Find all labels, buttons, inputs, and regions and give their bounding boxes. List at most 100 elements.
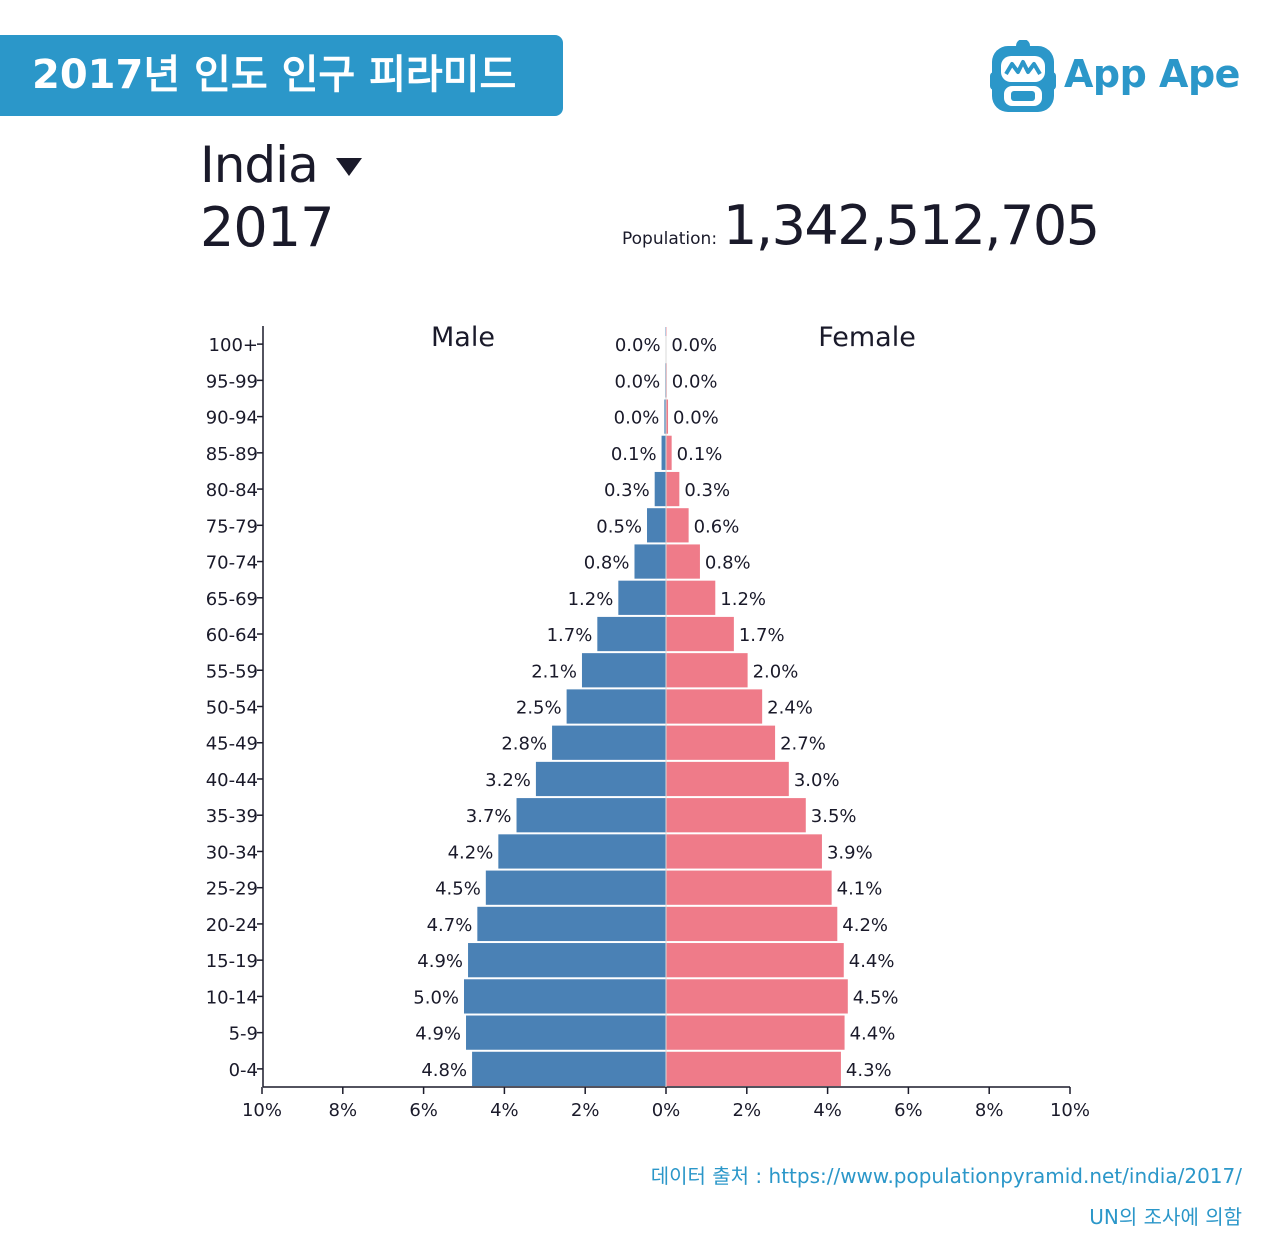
female-bar	[666, 435, 672, 470]
legend-female: Female	[818, 322, 916, 353]
male-value-label: 4.5%	[435, 879, 481, 900]
male-value-label: 1.7%	[547, 625, 593, 646]
male-value-label: 3.2%	[485, 770, 531, 791]
male-value-label: 4.2%	[448, 842, 494, 863]
age-group-label: 90-94	[206, 408, 258, 429]
male-bar	[566, 689, 666, 724]
male-bar	[634, 544, 666, 579]
female-bar	[666, 979, 848, 1014]
female-bar	[666, 508, 689, 543]
female-bar	[666, 798, 806, 833]
male-value-label: 2.8%	[501, 734, 547, 755]
population-label: Population:	[622, 229, 718, 249]
female-bar	[666, 1051, 841, 1086]
male-bar	[654, 471, 666, 507]
male-value-label: 0.0%	[614, 371, 660, 392]
population-value: 1,342,512,705	[723, 194, 1100, 257]
female-bar	[666, 761, 789, 797]
age-group-label: 70-74	[206, 553, 258, 574]
age-group-label: 95-99	[206, 371, 258, 392]
age-group-label: 60-64	[206, 625, 258, 646]
female-bar	[666, 399, 669, 434]
female-bar	[666, 725, 776, 760]
female-value-label: 2.4%	[767, 698, 813, 719]
male-value-label: 0.0%	[615, 335, 661, 356]
female-value-label: 3.5%	[811, 806, 857, 827]
x-tick-label: 8%	[329, 1100, 358, 1121]
female-value-label: 4.3%	[846, 1060, 892, 1081]
age-group-label: 55-59	[206, 661, 258, 682]
age-group-label: 80-84	[206, 480, 258, 501]
female-value-label: 0.3%	[684, 480, 730, 501]
x-tick-label: 4%	[490, 1100, 519, 1121]
female-bar	[666, 653, 748, 688]
female-value-label: 3.0%	[794, 770, 840, 791]
male-bar	[618, 580, 666, 615]
male-bar	[664, 399, 666, 434]
female-value-label: 1.7%	[739, 625, 785, 646]
male-bar	[477, 906, 666, 942]
male-value-label: 0.0%	[614, 408, 660, 429]
male-bar	[535, 761, 666, 797]
x-tick-label: 0%	[652, 1100, 681, 1121]
female-value-label: 0.0%	[671, 335, 717, 356]
age-group-label: 75-79	[206, 516, 258, 537]
male-bar	[472, 1051, 666, 1086]
male-bar	[552, 725, 666, 760]
female-value-label: 0.0%	[672, 371, 718, 392]
x-tick-label: 10%	[1050, 1100, 1090, 1121]
female-value-label: 4.5%	[853, 987, 899, 1008]
female-bar	[666, 870, 832, 905]
female-bar	[666, 544, 700, 579]
male-bar	[581, 653, 666, 688]
male-bar	[485, 870, 666, 905]
caret-down-icon[interactable]	[335, 158, 362, 178]
female-bar	[666, 906, 838, 942]
female-value-label: 4.4%	[850, 1024, 896, 1045]
male-value-label: 1.2%	[568, 589, 614, 610]
male-value-label: 0.8%	[584, 553, 630, 574]
male-value-label: 0.1%	[611, 444, 657, 465]
age-group-label: 40-44	[206, 770, 258, 791]
age-group-label: 35-39	[206, 806, 258, 827]
male-value-label: 2.1%	[531, 661, 577, 682]
female-bar	[666, 1015, 845, 1050]
age-group-label: 65-69	[206, 589, 258, 610]
female-value-label: 4.2%	[842, 915, 888, 936]
country-dropdown[interactable]: India	[200, 134, 362, 196]
age-group-label: 15-19	[206, 951, 258, 972]
logo-text: App Ape	[1064, 52, 1240, 96]
male-bar	[597, 616, 666, 652]
male-bar	[468, 943, 666, 978]
male-value-label: 3.7%	[466, 806, 512, 827]
male-value-label: 4.9%	[417, 951, 463, 972]
page-title: 2017년 인도 인구 피라미드	[0, 35, 563, 116]
male-bar	[516, 798, 666, 833]
age-group-label: 10-14	[206, 987, 258, 1008]
female-bar	[666, 616, 734, 652]
male-bar	[464, 979, 666, 1014]
female-value-label: 2.7%	[780, 734, 826, 755]
female-bar	[666, 834, 822, 869]
female-bar	[666, 943, 844, 978]
female-value-label: 0.8%	[705, 553, 751, 574]
legend-male: Male	[431, 322, 495, 353]
male-value-label: 2.5%	[516, 698, 562, 719]
source-text: 데이터 출처 : https://www.populationpyramid.n…	[650, 1164, 1242, 1188]
male-value-label: 0.3%	[604, 480, 650, 501]
x-tick-label: 6%	[894, 1100, 923, 1121]
male-value-label: 5.0%	[413, 987, 459, 1008]
age-group-label: 25-29	[206, 879, 258, 900]
app-ape-logo: App Ape	[990, 40, 1250, 116]
female-value-label: 3.9%	[827, 842, 873, 863]
male-bar	[498, 834, 666, 869]
female-bar	[666, 580, 716, 615]
female-value-label: 0.0%	[673, 408, 719, 429]
x-tick-label: 10%	[242, 1100, 282, 1121]
male-value-label: 4.8%	[421, 1060, 467, 1081]
population-row: Population: 1,342,512,705	[622, 194, 1100, 257]
ape-face-icon	[990, 40, 1056, 112]
female-value-label: 0.1%	[677, 444, 723, 465]
year-label: 2017	[200, 196, 334, 259]
